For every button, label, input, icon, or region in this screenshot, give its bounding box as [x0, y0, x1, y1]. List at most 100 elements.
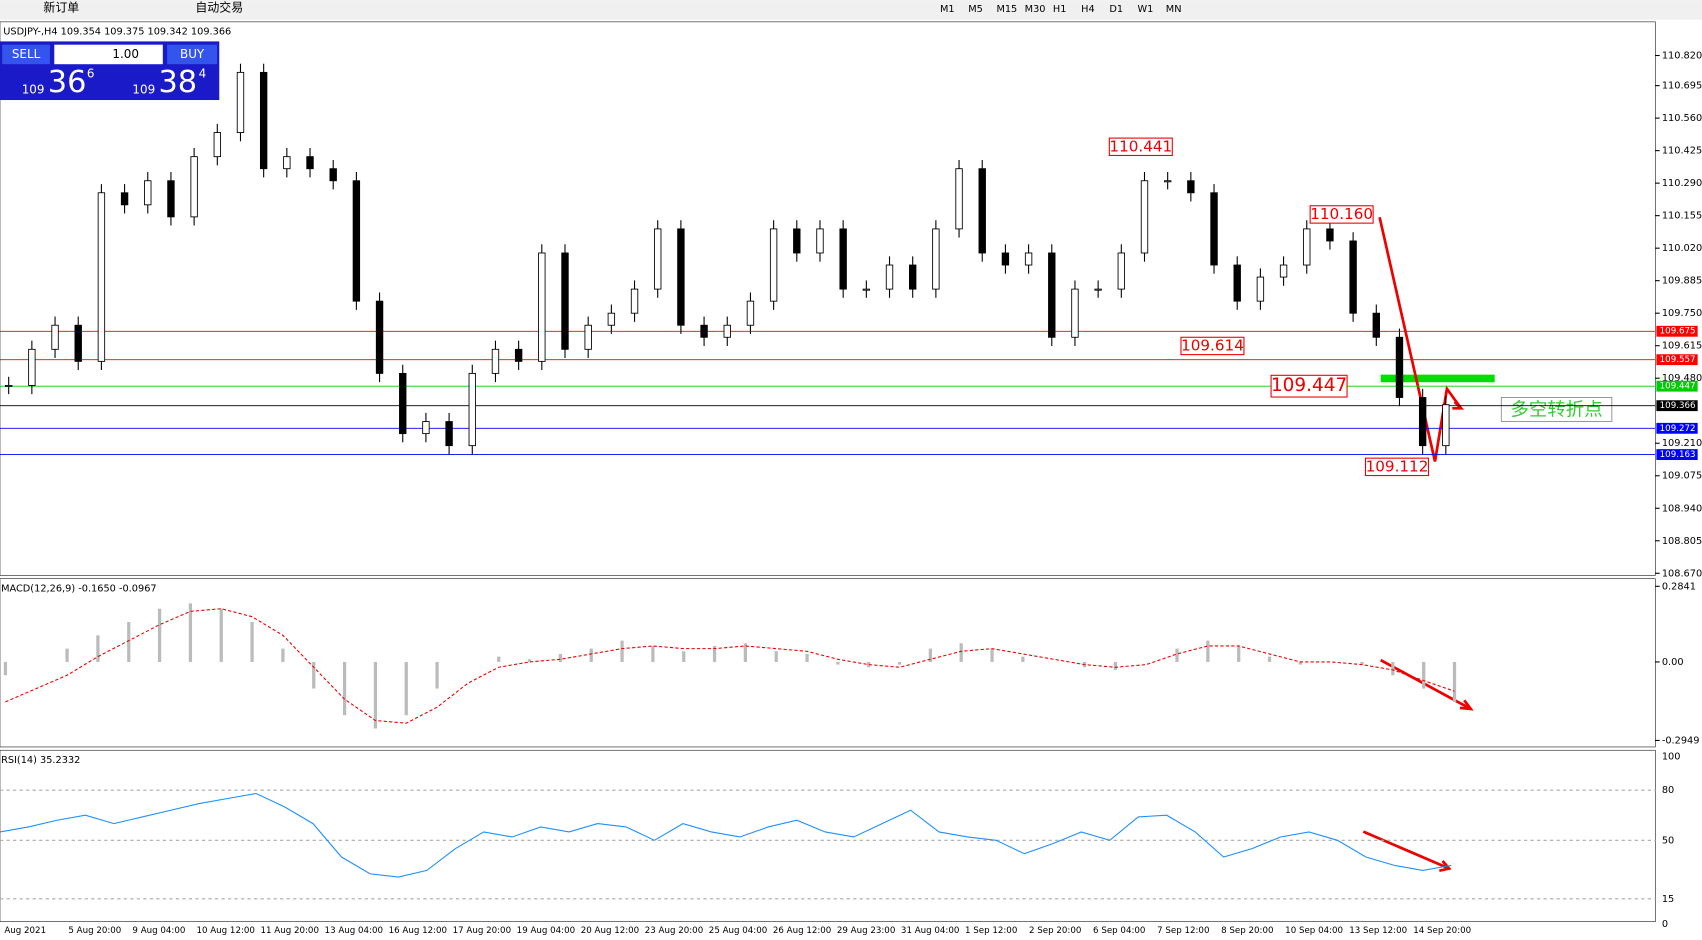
candle: [584, 324, 592, 350]
rsi-line: [0, 792, 1452, 878]
candle: [932, 228, 940, 290]
timeframe[interactable]: M1: [940, 4, 955, 15]
y-tick-label: 80: [1662, 785, 1674, 796]
timeframe[interactable]: D1: [1109, 4, 1123, 15]
x-tick-label: 31 Aug 04:00: [901, 926, 959, 936]
sell-label: SELL: [12, 47, 41, 61]
x-tick-label: 20 Aug 12:00: [581, 926, 639, 936]
candle: [1163, 180, 1172, 183]
ask-main: 38: [158, 65, 197, 100]
x-tick-label: 25 Aug 04:00: [709, 926, 767, 936]
y-tick-label: 109.615: [1662, 341, 1702, 352]
x-tick-label: 6 Sep 04:00: [1093, 926, 1145, 936]
annotation-box: [1108, 137, 1173, 157]
candle: [236, 71, 245, 134]
candle: [329, 168, 337, 182]
annotation-label: 109.614: [1181, 336, 1244, 354]
timeframe[interactable]: H4: [1081, 4, 1095, 15]
candle: [700, 324, 708, 338]
candle: [167, 180, 175, 218]
level-label: 109.163: [1660, 450, 1696, 460]
candle: [306, 156, 314, 170]
x-tick-label: 19 Aug 04:00: [517, 926, 575, 936]
candle: [746, 300, 755, 326]
candle: [885, 264, 894, 290]
y-tick-label: 110.020: [1662, 243, 1702, 254]
candle: [28, 348, 36, 386]
y-tick-label: 0: [1662, 919, 1668, 930]
level-tag: [1656, 449, 1698, 460]
y-tick-label: 0.2841: [1662, 581, 1696, 592]
buy-label: BUY: [180, 47, 205, 61]
candle: [1024, 252, 1033, 266]
y-tick-label: 50: [1662, 835, 1674, 846]
annotation-label: 110.160: [1310, 205, 1373, 223]
bid-small: 6: [87, 66, 95, 80]
buy-button[interactable]: [167, 44, 218, 65]
y-tick-label: 100: [1662, 752, 1681, 763]
lot: 1.00: [112, 47, 139, 61]
timeframe[interactable]: M30: [1025, 4, 1046, 15]
candle: [561, 252, 569, 350]
candle: [399, 372, 407, 435]
sell-button[interactable]: [2, 44, 50, 65]
candle: [213, 132, 221, 158]
candle: [978, 168, 986, 254]
candle: [1395, 336, 1404, 398]
timeframe[interactable]: MN: [1166, 4, 1182, 15]
y-tick-label: 109.750: [1662, 308, 1702, 319]
timeframe[interactable]: W1: [1138, 4, 1154, 15]
candle: [1233, 264, 1241, 302]
candle: [4, 385, 13, 387]
toolbar-button[interactable]: 自动交易: [195, 0, 243, 14]
candle: [1256, 276, 1265, 302]
x-tick-label: 13 Sep 12:00: [1349, 926, 1407, 936]
candle: [445, 421, 453, 447]
candle: [1210, 192, 1218, 266]
y-tick-label: 110.820: [1662, 51, 1702, 62]
level-tag: [1656, 325, 1698, 337]
lot-input[interactable]: [54, 44, 163, 65]
level-tag: [1656, 422, 1698, 434]
candle: [1279, 264, 1288, 278]
annotation-label: 109.447: [1271, 375, 1347, 396]
macd-label: MACD(12,26,9) -0.1650 -0.0967: [1, 583, 157, 594]
x-tick-label: 26 Aug 12:00: [773, 926, 831, 936]
macd-signal: [5, 608, 1455, 724]
candle: [1094, 288, 1102, 291]
x-tick-label: 8 Sep 20:00: [1221, 926, 1273, 936]
annotation-box: [1270, 374, 1348, 398]
level-tag: [1656, 354, 1698, 366]
y-tick-label: 110.155: [1662, 211, 1702, 222]
timeframe[interactable]: M5: [968, 4, 983, 15]
y-tick-label: 109.480: [1662, 373, 1702, 384]
x-tick-label: 16 Aug 12:00: [389, 926, 447, 936]
candle: [468, 372, 476, 447]
candle: [839, 228, 847, 290]
y-tick-label: 109.075: [1662, 471, 1702, 482]
y-tick-label: 0.00: [1662, 657, 1684, 668]
y-tick-label: 110.695: [1662, 81, 1702, 92]
x-tick-label: 17 Aug 20:00: [453, 926, 511, 936]
toolbar-button[interactable]: 新订单: [43, 0, 79, 14]
y-tick-label: 109.885: [1662, 276, 1702, 287]
timeframe[interactable]: M15: [996, 4, 1017, 15]
timeframe[interactable]: H1: [1053, 4, 1067, 15]
bid-big: 109: [22, 83, 45, 97]
candle: [514, 348, 523, 362]
y-tick-label: 108.940: [1662, 503, 1702, 514]
candle: [1349, 240, 1357, 314]
annotation-label: 109.112: [1366, 457, 1429, 475]
macd-pane: [0, 578, 1656, 748]
candle: [1303, 228, 1311, 266]
y-tick-label: 108.670: [1662, 568, 1702, 579]
candle: [1071, 288, 1079, 338]
candle: [538, 252, 546, 362]
x-tick-label: 23 Aug 20:00: [645, 926, 703, 936]
candle: [74, 324, 82, 362]
candle: [51, 324, 59, 350]
y-tick-label: 15: [1662, 894, 1674, 905]
level-label: 109.447: [1660, 382, 1696, 392]
price-pane: [0, 21, 1656, 576]
rsi-label: RSI(14) 35.2332: [1, 755, 80, 766]
